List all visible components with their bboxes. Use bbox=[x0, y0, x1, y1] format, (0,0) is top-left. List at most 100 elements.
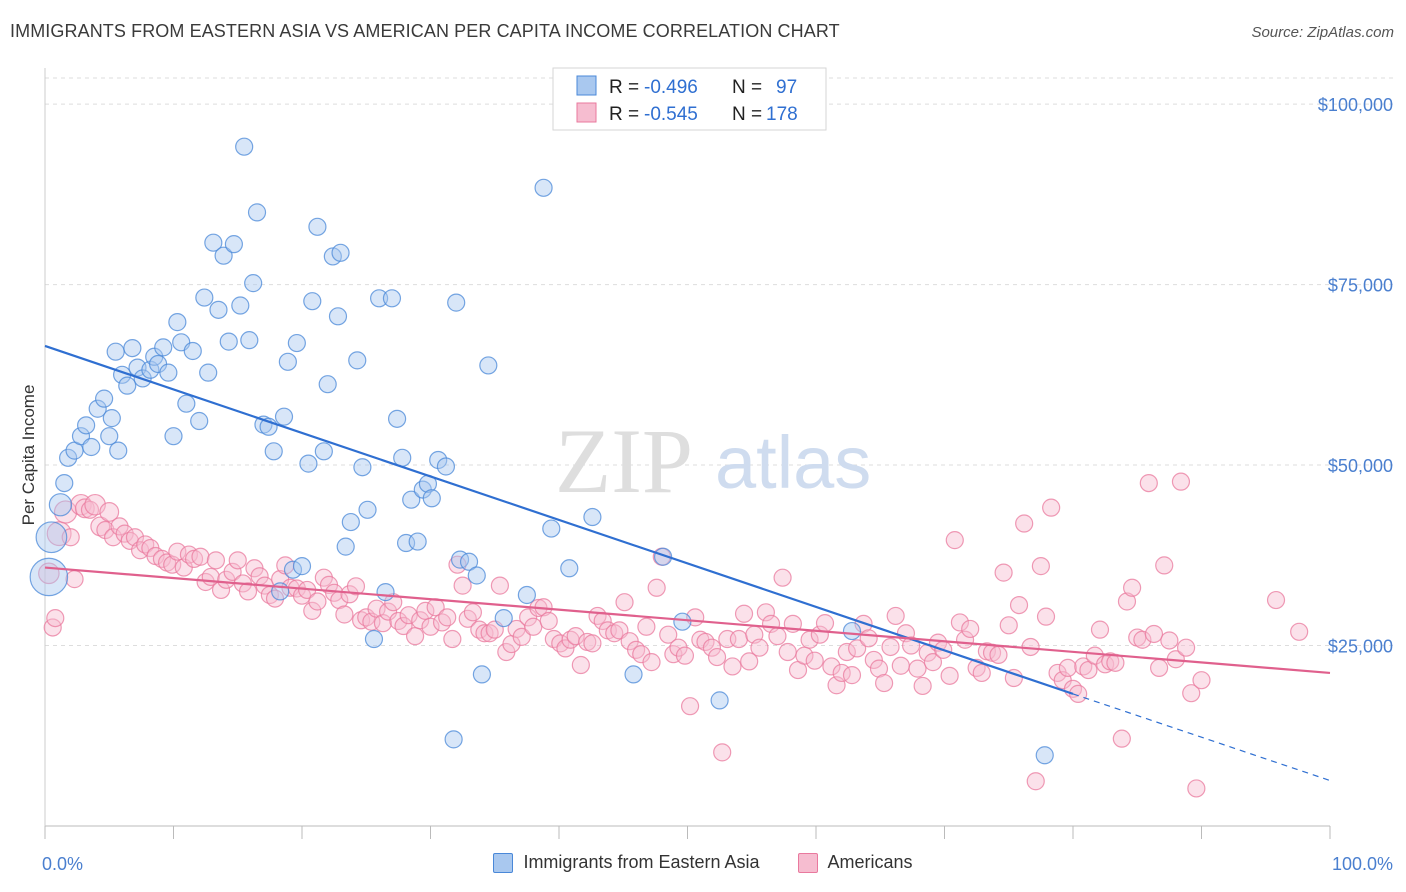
eastern-asia-point bbox=[396, 533, 416, 553]
americans-point bbox=[346, 577, 366, 596]
americans-point bbox=[675, 646, 695, 665]
eastern-asia-point bbox=[472, 665, 491, 684]
gridlines bbox=[45, 77, 1395, 647]
eastern-asia-point bbox=[224, 235, 243, 254]
legend-label-eastern-asia: Immigrants from Eastern Asia bbox=[523, 852, 760, 872]
eastern-asia-point bbox=[358, 500, 377, 519]
legend-swatch-pink bbox=[576, 102, 597, 123]
americans-point bbox=[729, 629, 749, 649]
eastern-asia-point bbox=[494, 608, 513, 628]
trend-lines bbox=[44, 344, 1331, 782]
americans-point bbox=[891, 656, 910, 675]
americans-point bbox=[96, 520, 115, 540]
americans-point bbox=[539, 611, 558, 631]
americans-point bbox=[815, 614, 835, 633]
legend-item-americans[interactable]: Americans bbox=[797, 852, 913, 873]
eastern-asia-point bbox=[710, 691, 729, 710]
eastern-asia-point bbox=[308, 217, 327, 236]
americans-point bbox=[805, 651, 824, 670]
americans-point bbox=[421, 617, 440, 636]
americans-point bbox=[707, 647, 727, 667]
eastern-asia-point bbox=[376, 583, 395, 602]
americans-point bbox=[1112, 729, 1131, 748]
eastern-asia-point bbox=[447, 293, 466, 312]
americans-point bbox=[1176, 638, 1196, 657]
americans-point bbox=[680, 697, 700, 716]
eastern-asia-point bbox=[35, 521, 68, 554]
americans-point bbox=[1155, 556, 1174, 575]
y-tick-label: $100,000 bbox=[1318, 95, 1393, 115]
eastern-asia-points bbox=[29, 137, 1054, 765]
eastern-asia-point bbox=[560, 559, 579, 578]
americans-point bbox=[373, 614, 393, 633]
americans-point bbox=[1290, 622, 1309, 641]
eastern-asia-point bbox=[123, 338, 142, 358]
zipatlas-watermark: ZIP atlas bbox=[555, 410, 871, 512]
americans-point bbox=[399, 606, 418, 625]
eastern-asia-point bbox=[341, 512, 360, 532]
eastern-asia-point bbox=[199, 363, 218, 382]
americans-points bbox=[38, 472, 1309, 798]
americans-point bbox=[642, 653, 661, 672]
eastern-asia-point bbox=[422, 489, 441, 508]
americans-point bbox=[837, 642, 856, 662]
americans-point bbox=[972, 663, 991, 683]
legend-swatch-blue bbox=[576, 75, 597, 96]
americans-point bbox=[1171, 472, 1191, 491]
legend-label-americans: Americans bbox=[827, 852, 913, 872]
eastern-asia-point bbox=[624, 665, 643, 684]
series-legend: Immigrants from Eastern Asia Americans bbox=[0, 852, 1406, 873]
americans-point bbox=[551, 634, 570, 653]
americans-point bbox=[1149, 658, 1169, 678]
americans-point bbox=[702, 638, 722, 657]
americans-trend-line bbox=[44, 566, 1331, 675]
eastern-asia-point bbox=[48, 493, 73, 517]
eastern-asia-point bbox=[402, 490, 421, 509]
eastern-asia-point bbox=[235, 137, 254, 156]
americans-point bbox=[1117, 592, 1137, 611]
americans-point bbox=[822, 657, 841, 676]
americans-point bbox=[1266, 590, 1286, 610]
stats-legend: R = -0.496 N = 97 R = -0.545 N = 178 bbox=[552, 67, 827, 131]
eastern-asia-point bbox=[348, 351, 367, 370]
americans-point bbox=[1036, 607, 1056, 626]
americans-point bbox=[453, 576, 472, 595]
americans-point bbox=[773, 568, 792, 587]
eastern-asia-point bbox=[278, 352, 297, 371]
eastern-asia-point bbox=[164, 427, 183, 446]
eastern-asia-point bbox=[331, 243, 350, 262]
legend-r-label-pink: R = bbox=[609, 104, 639, 125]
americans-point bbox=[647, 578, 666, 597]
eastern-asia-point bbox=[195, 288, 214, 307]
stats-legend-box bbox=[552, 67, 827, 131]
americans-point bbox=[238, 582, 258, 601]
eastern-asia-point bbox=[444, 730, 463, 749]
americans-point bbox=[734, 604, 754, 623]
americans-point bbox=[512, 627, 531, 646]
americans-point bbox=[750, 638, 769, 657]
eastern-asia-point bbox=[204, 233, 223, 252]
eastern-asia-point bbox=[287, 333, 306, 353]
americans-point bbox=[869, 659, 889, 678]
eastern-asia-point bbox=[583, 507, 602, 527]
americans-point bbox=[1144, 624, 1164, 644]
americans-point bbox=[571, 655, 590, 675]
americans-point bbox=[228, 551, 247, 570]
americans-point bbox=[605, 624, 624, 643]
eastern-asia-point bbox=[168, 313, 187, 332]
legend-item-eastern-asia[interactable]: Immigrants from Eastern Asia bbox=[493, 852, 760, 873]
eastern-asia-point bbox=[274, 407, 294, 426]
americans-point bbox=[405, 627, 425, 646]
americans-point bbox=[881, 637, 900, 657]
americans-point bbox=[1042, 498, 1061, 517]
eastern-asia-point bbox=[154, 338, 173, 357]
eastern-asia-point bbox=[353, 458, 372, 477]
eastern-asia-point bbox=[106, 342, 125, 361]
eastern-asia-point bbox=[542, 519, 561, 538]
y-axis-label: Per Capita Income bbox=[19, 385, 38, 526]
americans-point bbox=[335, 605, 354, 624]
americans-point bbox=[556, 639, 575, 658]
americans-point bbox=[432, 613, 452, 632]
legend-r-value-pink: -0.545 bbox=[644, 104, 698, 125]
eastern-asia-point bbox=[240, 331, 259, 350]
